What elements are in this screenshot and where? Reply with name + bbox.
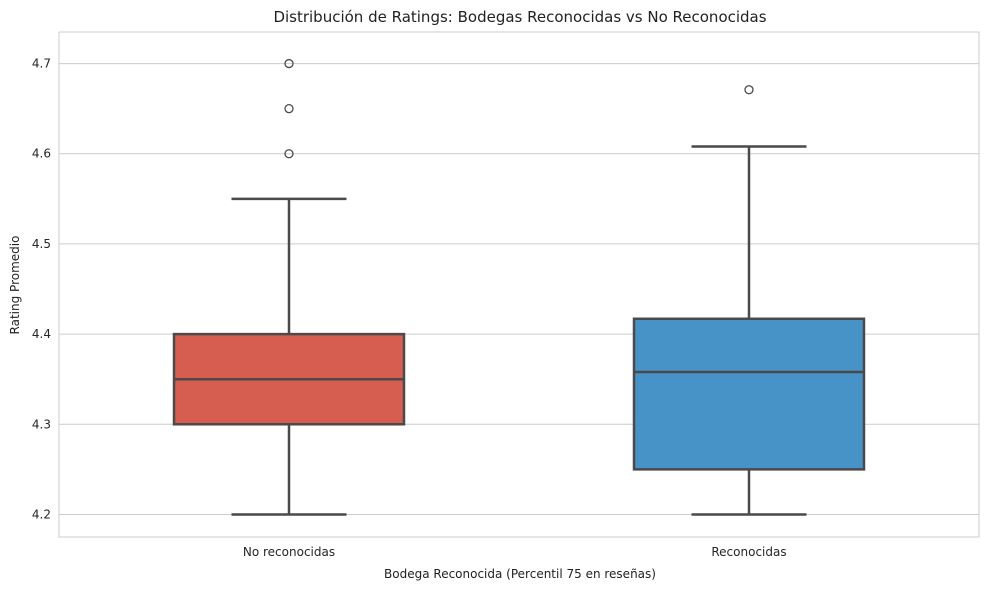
outlier-point — [284, 104, 294, 114]
outlier-point — [744, 85, 754, 95]
x-axis-ticks: No reconocidas Reconocidas — [243, 545, 787, 559]
y-tick-label: 4.7 — [32, 57, 51, 71]
y-tick-label: 4.5 — [32, 237, 51, 251]
y-axis-ticks: 4.2 4.3 4.4 4.5 4.6 4.7 — [32, 57, 51, 522]
box-iqr — [632, 317, 866, 471]
outlier-point — [284, 58, 294, 69]
y-tick-label: 4.3 — [32, 417, 51, 431]
box-2 — [632, 85, 866, 516]
y-tick-label: 4.4 — [32, 327, 51, 341]
y-tick-label: 4.6 — [32, 147, 51, 161]
x-tick-label: Reconocidas — [711, 545, 786, 559]
box-1 — [172, 58, 406, 516]
boxes — [172, 58, 866, 516]
outlier-point — [284, 149, 294, 159]
x-axis-label: Bodega Reconocida (Percentil 75 en reseñ… — [384, 567, 656, 581]
x-tick-label: No reconocidas — [243, 545, 335, 559]
chart-title: Distribución de Ratings: Bodegas Reconoc… — [273, 8, 766, 26]
y-axis-label: Rating Promedio — [8, 236, 22, 335]
y-tick-label: 4.2 — [32, 507, 51, 521]
